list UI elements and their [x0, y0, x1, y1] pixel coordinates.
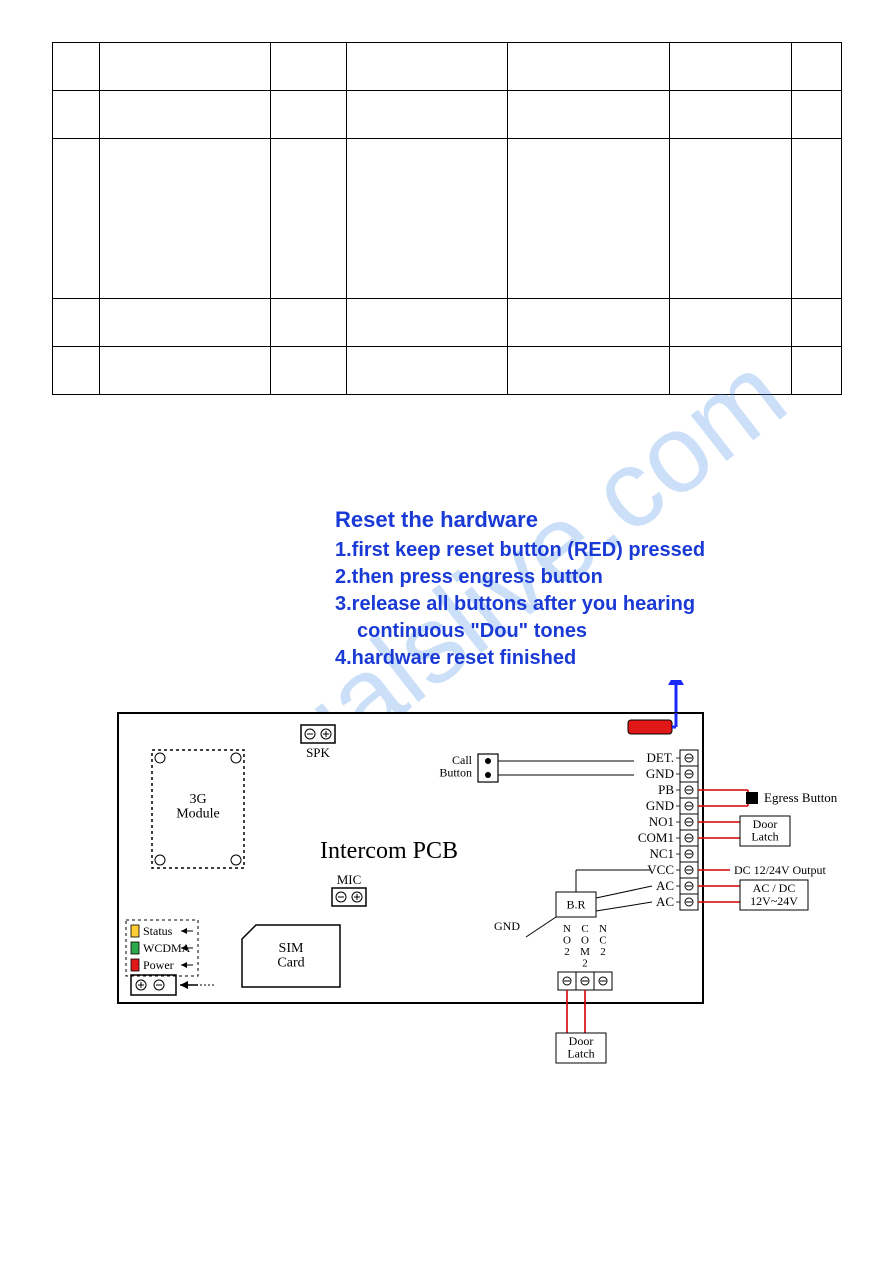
- svg-text:AC: AC: [656, 878, 674, 893]
- svg-text:COM1: COM1: [638, 830, 674, 845]
- svg-text:SIMCard: SIMCard: [277, 941, 304, 971]
- svg-text:AC / DC: AC / DC: [753, 881, 796, 895]
- svg-text:Status: Status: [143, 924, 173, 938]
- svg-text:Power: Power: [143, 958, 174, 972]
- reset-line: continuous "Dou" tones: [357, 618, 795, 645]
- svg-text:MIC: MIC: [337, 872, 362, 887]
- svg-text:B.R: B.R: [566, 898, 585, 912]
- svg-text:AC: AC: [656, 894, 674, 909]
- reset-line: 3.release all buttons after you hearing: [335, 591, 795, 618]
- svg-text:PB: PB: [658, 782, 674, 797]
- svg-text:GND: GND: [646, 798, 674, 813]
- layout-table: [52, 42, 842, 395]
- table-row: [53, 139, 842, 299]
- table-row: [53, 43, 842, 91]
- svg-text:GND: GND: [646, 766, 674, 781]
- table-row: [53, 91, 842, 139]
- reset-title: Reset the hardware: [335, 505, 795, 535]
- reset-line: 1.first keep reset button (RED) pressed: [335, 537, 795, 564]
- svg-text:DET.: DET.: [646, 750, 674, 765]
- reset-instructions: Reset the hardware 1.first keep reset bu…: [335, 505, 795, 672]
- svg-text:NO1: NO1: [649, 814, 674, 829]
- svg-text:DC 12/24V Output: DC 12/24V Output: [734, 863, 826, 877]
- svg-text:12V~24V: 12V~24V: [750, 894, 798, 908]
- svg-text:Egress Button: Egress Button: [764, 790, 838, 805]
- svg-text:DoorLatch: DoorLatch: [567, 1034, 594, 1061]
- svg-text:DoorLatch: DoorLatch: [751, 817, 778, 844]
- svg-text:GND: GND: [494, 919, 520, 933]
- svg-text:VCC: VCC: [647, 862, 674, 877]
- svg-text:SPK: SPK: [306, 745, 330, 760]
- pcb-diagram: 3GModuleSPKMICSIMCardStatusWCDMAPowerInt…: [0, 680, 893, 1100]
- reset-line: 4.hardware reset finished: [335, 645, 795, 672]
- table-row: [53, 299, 842, 347]
- svg-text:NC1: NC1: [649, 846, 674, 861]
- reset-line: 2.then press engress button: [335, 564, 795, 591]
- svg-text:Intercom PCB: Intercom PCB: [320, 838, 458, 864]
- table-row: [53, 347, 842, 395]
